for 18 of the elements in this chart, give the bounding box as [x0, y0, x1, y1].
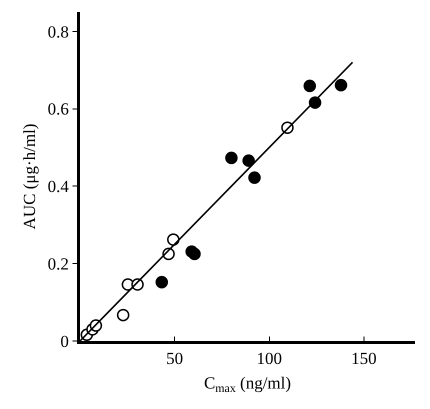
y-tick-label: 0.2	[48, 254, 69, 274]
x-tick-label: 100	[256, 349, 282, 368]
y-tick-label: 0.4	[48, 177, 70, 196]
point	[116, 308, 130, 322]
point	[334, 78, 348, 92]
y-tick-label: 0.6	[48, 100, 69, 119]
x-tick-label: 150	[351, 349, 377, 368]
x-tick-label: 50	[166, 349, 184, 368]
point	[188, 248, 201, 260]
y-tick-label: 0.8	[48, 22, 69, 42]
y-axis-title: AUC (μg·h/ml)	[20, 124, 40, 230]
point	[248, 171, 261, 184]
point	[242, 154, 255, 167]
point	[304, 80, 316, 92]
x-axis-title: C$_{max}$ (ng/ml)	[204, 374, 292, 396]
point	[156, 276, 168, 288]
y-tick-label: 0	[60, 332, 69, 351]
point	[225, 152, 238, 164]
